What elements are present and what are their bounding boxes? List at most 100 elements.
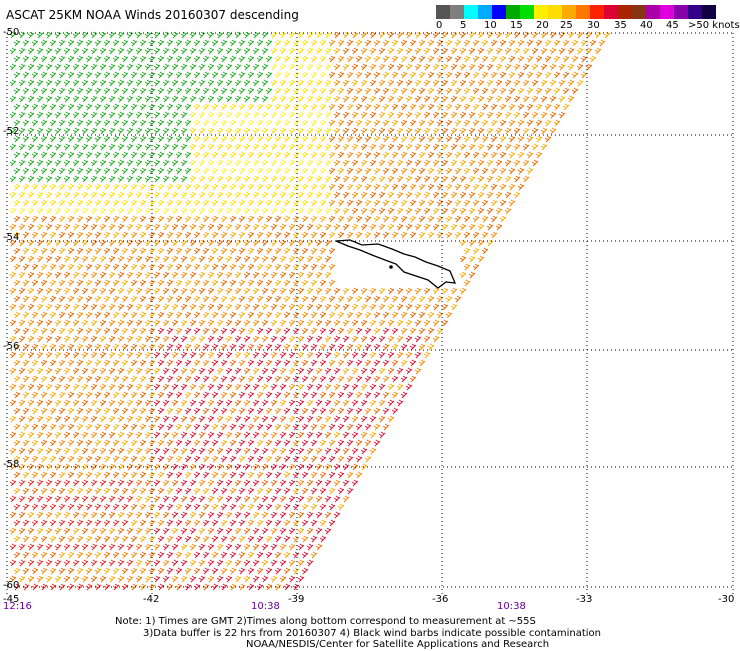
wind-barb [225,287,233,295]
wind-barb [184,87,192,95]
wind-barb [274,487,282,495]
wind-barb [40,87,48,95]
wind-barb [315,495,323,503]
wind-barb [130,407,138,415]
wind-barb [247,551,255,559]
wind-barb [54,111,62,119]
wind-barb [180,255,188,263]
wind-barb [117,239,125,247]
wind-barb [301,567,309,575]
wind-barb [162,575,170,583]
wind-barb [252,351,260,359]
wind-barb [432,223,440,231]
wind-barb [256,87,264,95]
wind-barb [319,151,327,159]
legend-label: 30 [587,20,600,31]
wind-barb [324,255,332,263]
wind-barb [463,71,471,79]
wind-barb [418,327,426,335]
wind-barb [279,399,287,407]
wind-barb [355,103,363,111]
wind-barb [207,127,215,135]
wind-barb [405,79,413,87]
wind-barb [396,319,404,327]
wind-barb [531,47,539,55]
wind-barb [468,207,476,215]
wind-barb [324,495,332,503]
wind-barb [292,199,300,207]
wind-barb [153,383,161,391]
wind-barb [234,303,242,311]
wind-barb [162,447,170,455]
wind-barb [103,39,111,47]
wind-barb [477,95,485,103]
wind-barb [184,519,192,527]
wind-barb [351,79,359,87]
wind-barb [274,567,282,575]
wind-barb [81,239,89,247]
wind-barb [31,487,39,495]
wind-barb [27,79,35,87]
wind-barb [468,175,476,183]
wind-barb [243,367,251,375]
wind-barb [391,231,399,239]
legend-labels: 0 5 10 15 20 25 30 35 40 45 >50 knots [430,20,740,34]
wind-barb [396,367,404,375]
wind-barb [481,199,489,207]
wind-barb [391,119,399,127]
wind-barb [130,39,138,47]
wind-barb [540,79,548,87]
wind-barb [549,79,557,87]
wind-barb [238,231,246,239]
wind-barb [175,247,183,255]
wind-barb [166,343,174,351]
wind-barb [139,567,147,575]
wind-barb [229,455,237,463]
wind-barb [405,367,413,375]
wind-barb [342,95,350,103]
wind-barb [171,383,179,391]
wind-barb [202,439,210,447]
wind-barb [346,327,354,335]
wind-barb [153,367,161,375]
wind-barb [328,407,336,415]
wind-barb [18,63,26,71]
wind-barb [67,471,75,479]
wind-barb [9,175,17,183]
wind-barb [180,319,188,327]
wind-barb [193,567,201,575]
wind-barb [216,575,224,583]
wind-barb [72,415,80,423]
wind-barb [153,175,161,183]
wind-barb [364,391,372,399]
wind-barb [486,127,494,135]
wind-barb [72,159,80,167]
wind-barb [243,191,251,199]
wind-barb [225,63,233,71]
wind-barb [27,383,35,391]
wind-barb [252,543,260,551]
wind-barb [193,327,201,335]
wind-barb [126,271,134,279]
wind-barb [94,551,102,559]
wind-barb [207,511,215,519]
wind-barb [9,367,17,375]
wind-barb [310,103,318,111]
wind-barb [166,567,174,575]
wind-barb [216,207,224,215]
wind-barb [261,31,269,39]
wind-barb [166,487,174,495]
wind-barb [211,231,219,239]
wind-barb [184,247,192,255]
wind-barb [400,311,408,319]
wind-barb [283,311,291,319]
wind-barb [171,191,179,199]
wind-barb [472,87,480,95]
wind-barb [243,303,251,311]
wind-barb [175,135,183,143]
wind-barb [337,487,345,495]
wind-barb [252,303,260,311]
wind-barb [292,247,300,255]
wind-barb [54,47,62,55]
wind-barb [346,343,354,351]
